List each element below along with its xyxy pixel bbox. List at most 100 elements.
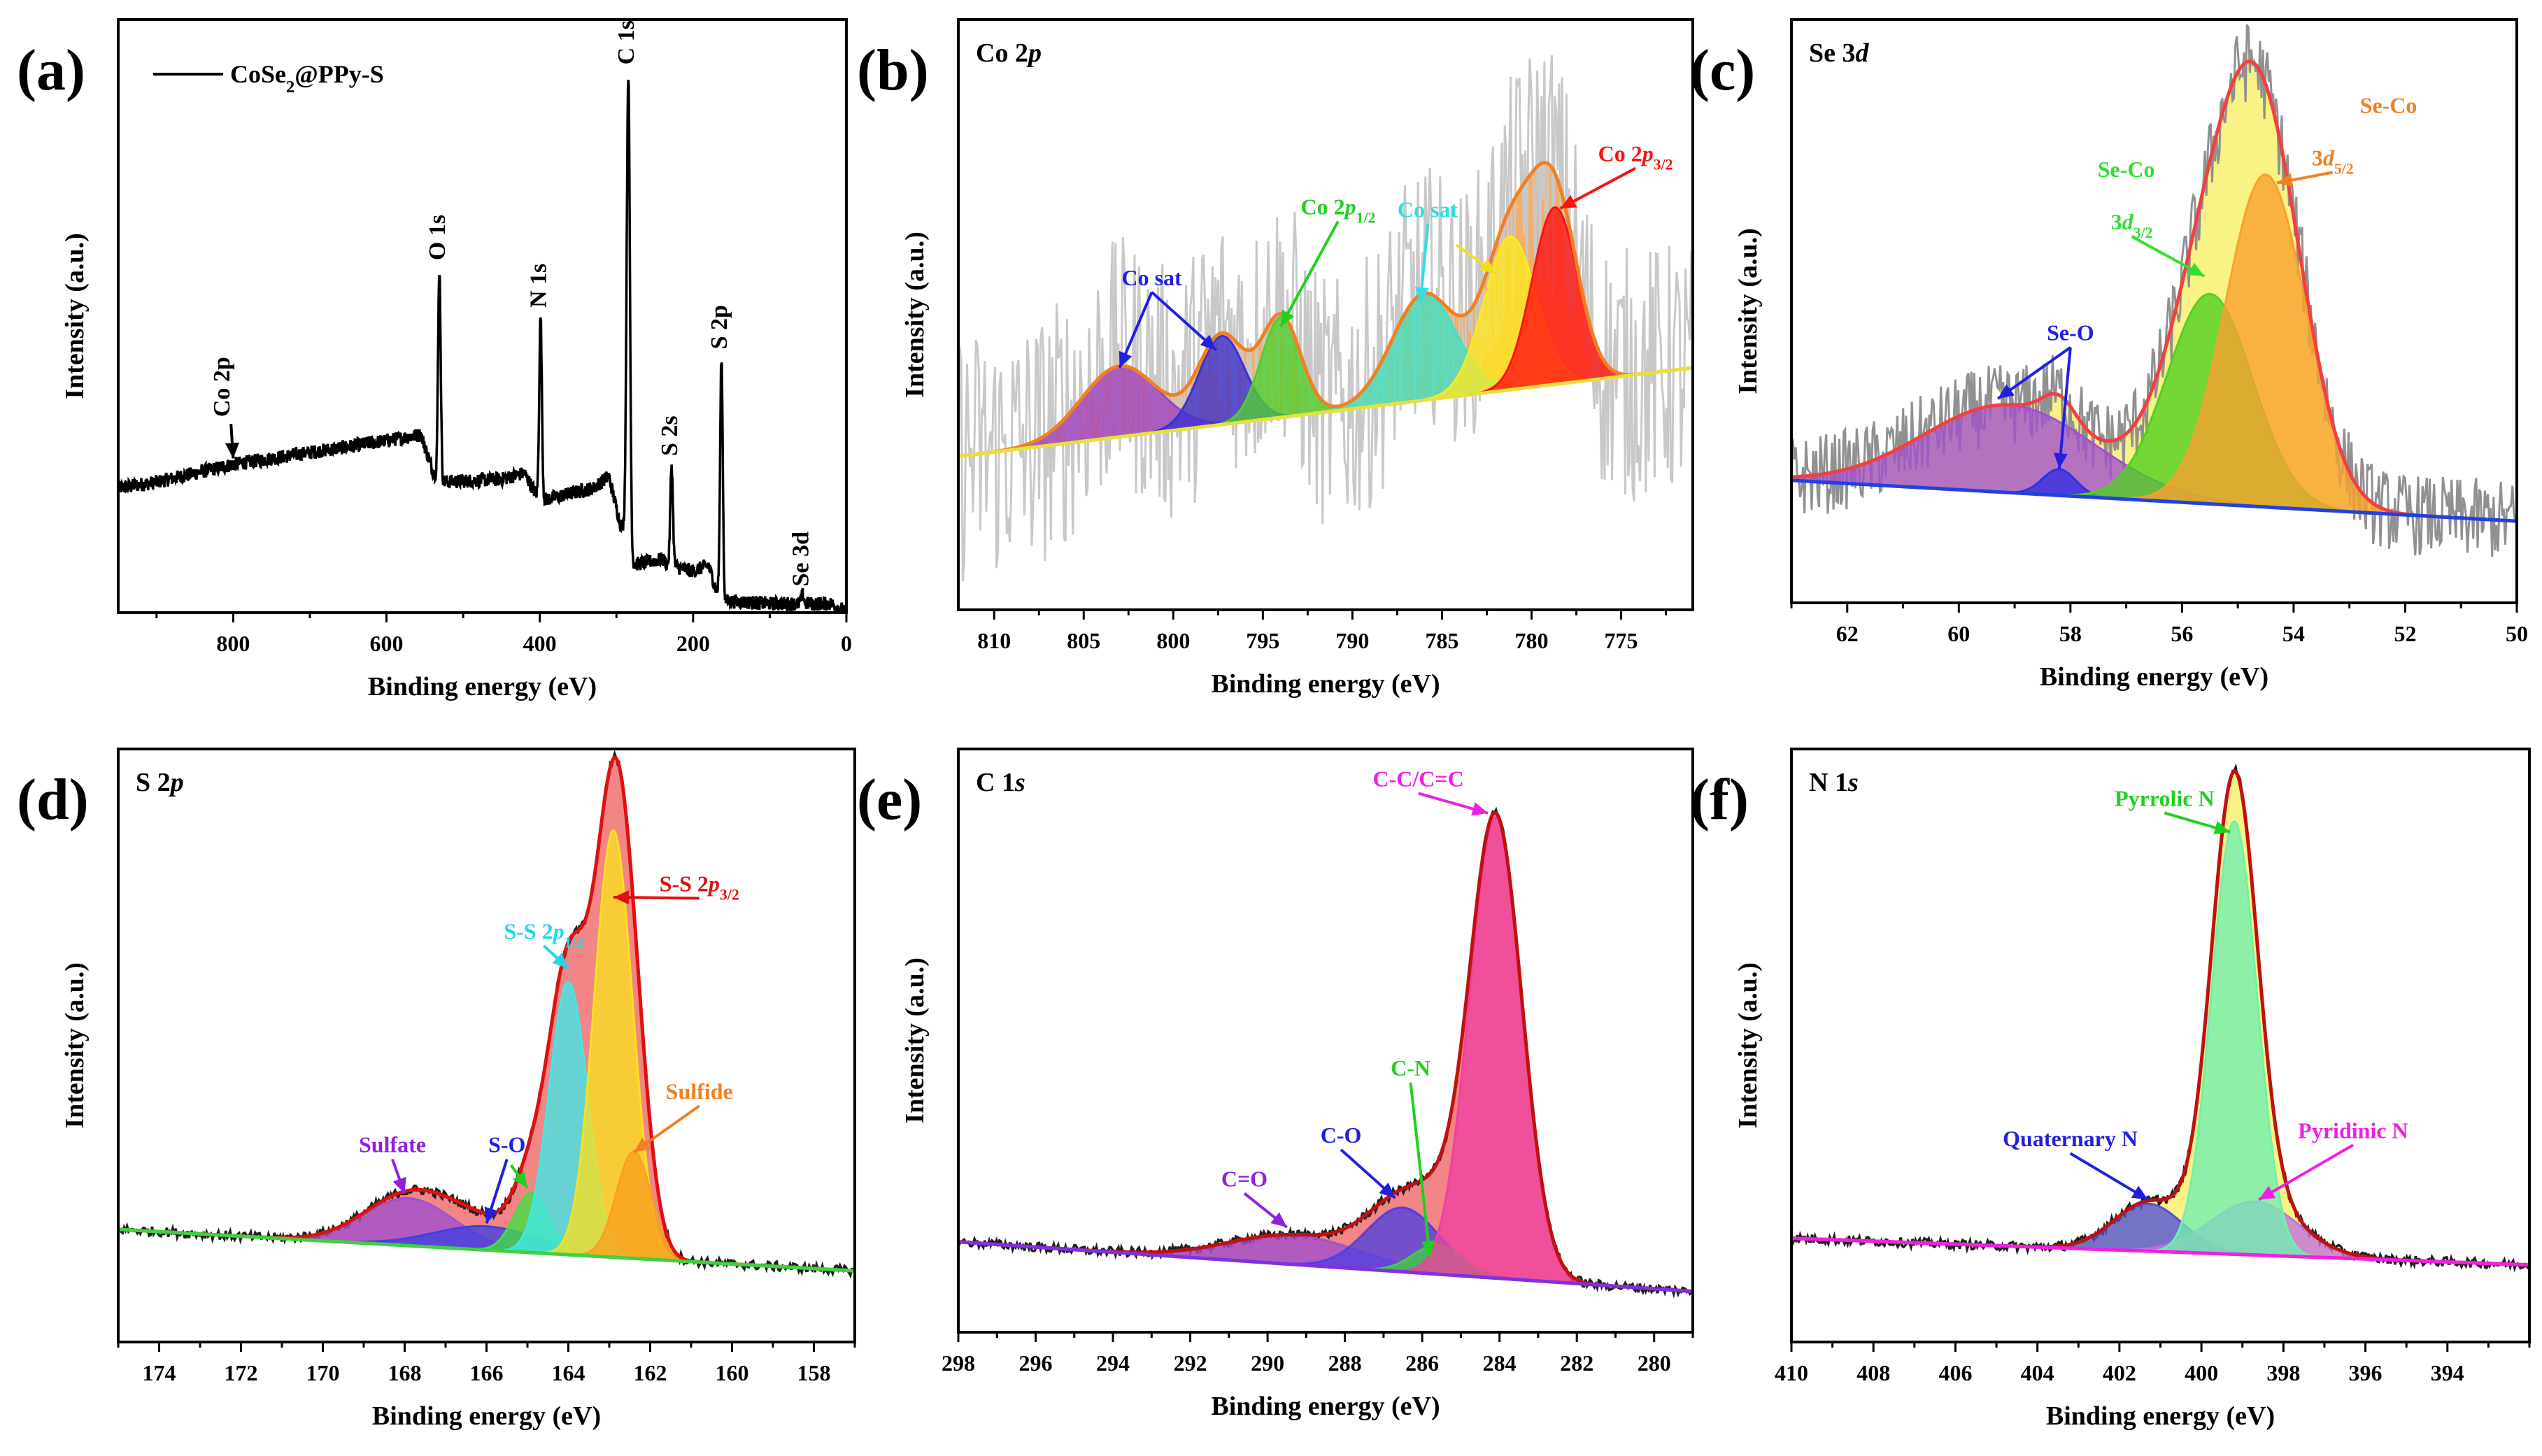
panel-e: C 1s C=O C-O C-N C-C/C=C 298 296 294 292 290 288 28… — [857, 748, 1694, 1421]
label-italic: p — [1640, 141, 1654, 166]
plot-area — [118, 750, 855, 1279]
peak-label: Se 3d — [788, 531, 814, 587]
annotation-arrow — [2258, 1143, 2354, 1201]
x-tick-label: 158 — [797, 1360, 831, 1385]
x-tick-label: 400 — [523, 631, 557, 656]
label-main: N 1 — [1809, 768, 1848, 797]
panel-letter: (c) — [1690, 38, 1755, 103]
x-tick-label: 162 — [634, 1360, 667, 1385]
baseline-line — [958, 366, 1693, 459]
baseline-line — [118, 1227, 855, 1273]
x-tick-label: 775 — [1605, 628, 1638, 653]
x-tick-label: 402 — [2103, 1360, 2136, 1385]
arrow-head — [1998, 384, 2015, 399]
annotation-label: 3d5/2 — [2312, 145, 2354, 178]
label-main: Se 3 — [1809, 38, 1856, 68]
annotation-label: Sulfide — [666, 1078, 733, 1104]
x-tick-label: 160 — [716, 1360, 749, 1385]
label-subscript: 1/2 — [1356, 210, 1376, 227]
plot-frame — [117, 748, 856, 1343]
label-main: C-N — [1391, 1055, 1430, 1080]
component-peak — [958, 816, 1693, 1293]
plot-frame — [957, 18, 1694, 611]
label-subscript: 1/2 — [565, 934, 584, 950]
label-italic: p — [1343, 194, 1356, 220]
x-tick-label: 600 — [370, 631, 404, 656]
x-tick-label: 290 — [1251, 1350, 1284, 1376]
x-tick-label: 406 — [1938, 1360, 1972, 1385]
label-after: @PPy-S — [294, 60, 383, 88]
label-main: Quaternary N — [2003, 1126, 2138, 1151]
panel-letter: (d) — [17, 767, 89, 832]
label-main: S-S 2 — [660, 871, 709, 897]
annotation-label: Quaternary N — [2003, 1126, 2138, 1151]
annotation-label: Co 2p3/2 — [1598, 141, 1673, 173]
arrow-head — [1414, 287, 1429, 304]
x-tick-label: 56 — [2171, 621, 2193, 646]
arrow-head — [1270, 1212, 1287, 1227]
annotation-arrow — [2057, 347, 2072, 469]
envelope-fill — [1791, 771, 2529, 1265]
survey-spectrum-line — [118, 80, 846, 613]
peak-label: S 2s — [657, 415, 683, 456]
label-main: Sulfate — [359, 1132, 426, 1157]
panel-title: N 1s — [1809, 768, 1859, 797]
label-main: Se-Co — [2098, 157, 2155, 182]
label-italic: p — [551, 918, 565, 943]
arrow-head — [634, 1137, 651, 1152]
x-tick-label: 280 — [1638, 1350, 1671, 1376]
x-tick-label: 790 — [1335, 628, 1369, 653]
label-main: C=O — [1221, 1166, 1268, 1192]
arrow-head — [2131, 1185, 2148, 1200]
arrow-head — [1280, 309, 1295, 327]
x-tick-label: 298 — [942, 1350, 975, 1376]
arrow-head — [2053, 452, 2068, 469]
x-axis-label: Binding energy (eV) — [368, 672, 597, 701]
envelope-line — [958, 160, 1693, 459]
x-tick-label: 174 — [143, 1360, 176, 1385]
plot-frame — [957, 748, 1694, 1334]
x-axis-label: Binding energy (eV) — [372, 1401, 601, 1431]
component-peak — [1791, 1202, 2529, 1266]
label-italic: d — [1856, 38, 1870, 68]
label-main: Co sat — [1121, 265, 1182, 290]
y-axis-label: Intensity (a.u.) — [900, 231, 930, 398]
x-tick-label: 60 — [1947, 621, 1970, 646]
envelope-line — [1791, 769, 2529, 1267]
x-tick-label: 62 — [1836, 621, 1859, 646]
arrow-head — [1200, 334, 1216, 350]
label-main: S-O — [488, 1132, 525, 1157]
x-tick-label: 780 — [1515, 628, 1549, 653]
x-tick-label: 400 — [2185, 1360, 2218, 1385]
arrow-head — [2213, 820, 2231, 835]
label-italic: p — [706, 871, 720, 897]
plot-area — [958, 806, 1693, 1299]
x-tick-label: 282 — [1560, 1350, 1593, 1376]
arrow-head — [613, 890, 629, 905]
x-tick-label: 404 — [2021, 1360, 2054, 1385]
baseline-line — [1791, 478, 2517, 523]
x-tick-label: 166 — [470, 1360, 504, 1385]
raw-data-line — [1791, 763, 2529, 1273]
label-main: C 1 — [976, 768, 1015, 797]
x-tick-label: 54 — [2282, 621, 2305, 646]
x-tick-label: 58 — [2059, 621, 2082, 646]
envelope-line — [118, 755, 855, 1273]
label-main: Co 2 — [1300, 194, 1344, 220]
arrow-head — [484, 1206, 498, 1224]
annotation-label: Co sat — [1121, 265, 1182, 290]
label-subscript: 3/2 — [720, 887, 739, 904]
x-tick-label: 800 — [1156, 628, 1190, 653]
peak-label: N 1s — [526, 264, 552, 308]
label-main: C-O — [1321, 1122, 1362, 1148]
envelope-line — [958, 811, 1693, 1294]
annotation-label: S-O — [488, 1132, 525, 1157]
plot-frame — [1790, 18, 2518, 604]
label-main: Co sat — [1398, 197, 1458, 222]
label-main: 3 — [2111, 209, 2122, 234]
arrow-head — [2187, 262, 2205, 276]
panel-letter: (b) — [857, 38, 929, 103]
x-tick-label: 296 — [1019, 1350, 1053, 1376]
panel-f: N 1s Quaternary N Pyrrolic N Pyridinic N 410… — [1690, 748, 2531, 1431]
